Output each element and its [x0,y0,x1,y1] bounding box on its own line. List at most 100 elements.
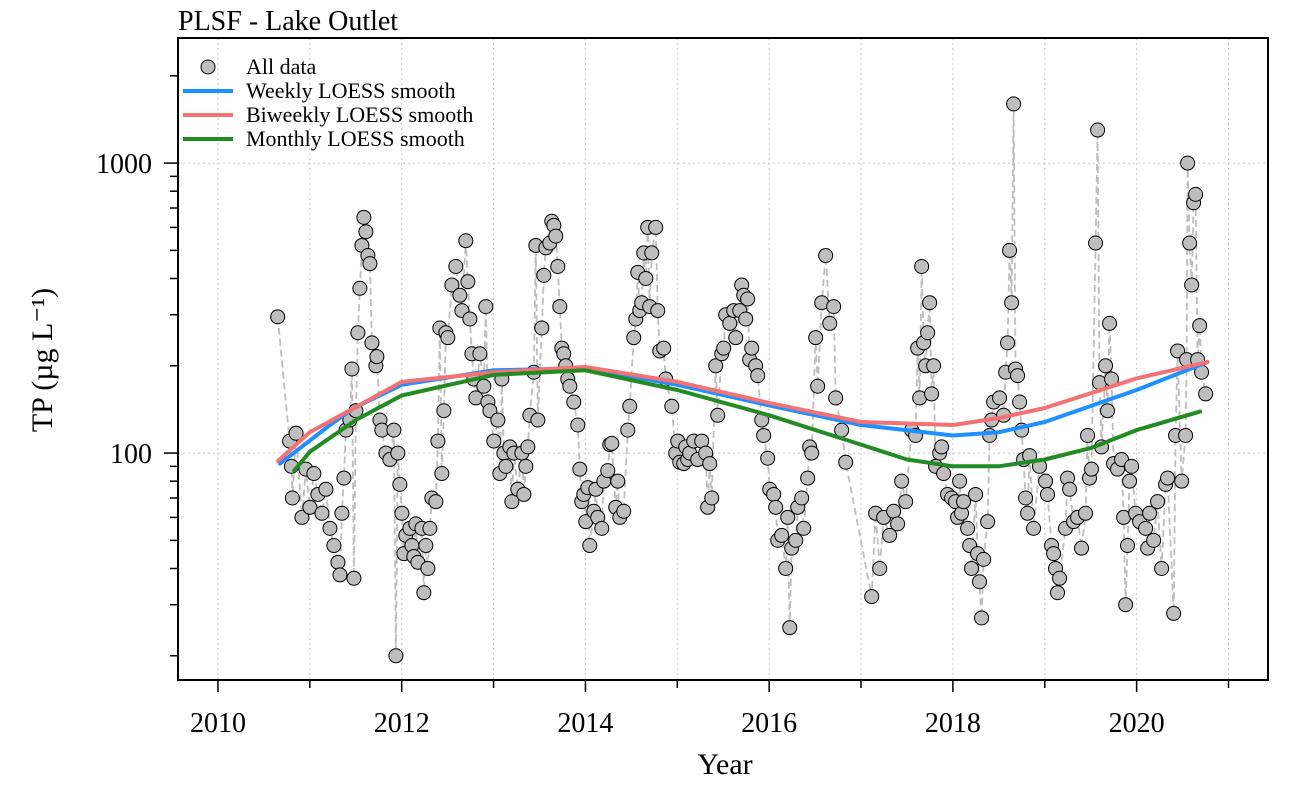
data-point [722,315,738,331]
data-point [936,466,952,482]
data-point [1120,538,1136,554]
data-point [462,311,478,327]
data-point [534,320,550,336]
data-point [416,585,432,601]
data-point [604,435,620,451]
chart-title: PLSF - Lake Outlet [178,6,398,37]
data-point [620,422,636,438]
data-point [838,454,854,470]
data-point [1088,235,1104,251]
x-tick-label: 2012 [374,708,430,739]
data-point [702,456,718,472]
data-point [968,486,984,502]
data-point [434,466,450,482]
data-point [302,499,318,515]
y-tick-label: 100 [110,439,152,470]
data-point [1000,335,1016,351]
data-point [1122,473,1138,489]
data-point [318,481,334,497]
data-point [1062,481,1078,497]
data-point [1038,473,1054,489]
data-point [886,503,902,519]
data-point [582,538,598,554]
data-point [708,358,724,374]
data-point [1188,186,1204,202]
y-axis-label: TP (µg L⁻¹) [26,288,59,432]
data-point [1150,494,1166,510]
data-point [952,473,968,489]
data-point [650,303,666,319]
data-point [356,209,372,225]
data-point [1046,546,1062,562]
data-point [550,258,566,274]
data-point [536,267,552,283]
data-point [960,520,976,536]
plot-frame [177,37,1269,681]
data-point [1178,427,1194,443]
data-point [566,394,582,410]
data-point [386,422,402,438]
data-point [1124,458,1140,474]
data-point [306,466,322,482]
data-point [476,378,492,394]
data-point [1002,242,1018,258]
data-point [364,335,380,351]
data-point [760,450,776,466]
data-point [1026,520,1042,536]
data-point [1074,540,1090,556]
data-point [804,445,820,461]
data-point [270,309,286,325]
data-point [322,520,338,536]
data-point [498,458,514,474]
data-point [516,486,532,502]
data-point [934,439,950,455]
data-point [740,291,756,307]
data-point [976,551,992,567]
smooth-line [276,360,1210,463]
data-point [872,560,888,576]
data-point [704,490,720,506]
data-point [1010,368,1026,384]
data-point [594,520,610,536]
data-point [728,330,744,346]
data-point [920,325,936,341]
data-point [344,361,360,377]
data-point [288,425,304,441]
data-point [430,433,446,449]
data-point [352,280,368,296]
data-point [1138,520,1154,536]
data-point [778,560,794,576]
data-point [1090,122,1106,138]
legend-label: Monthly LOESS smooth [246,126,465,151]
data-point [710,407,726,423]
data-point [422,520,438,536]
legend-label: Biweekly LOESS smooth [246,102,473,127]
legend-label: Weekly LOESS smooth [246,78,456,103]
data-point [774,527,790,543]
data-point [358,224,374,240]
data-point [478,299,494,315]
data-point [1080,427,1096,443]
data-point [504,494,520,510]
x-tick-label: 2014 [557,708,613,739]
data-point [518,458,534,474]
data-point [1166,605,1182,621]
data-point [1170,343,1186,359]
data-point [1018,490,1034,506]
legend-marker [200,59,216,75]
data-point [362,256,378,272]
data-point [458,233,474,249]
data-point [1184,277,1200,293]
data-point [548,228,564,244]
data-point [394,505,410,521]
data-point [440,330,456,346]
data-point [1098,358,1114,374]
data-point [782,620,798,636]
data-point [334,505,350,521]
data-point [622,398,638,414]
data-point [1182,235,1198,251]
data-point [638,270,654,286]
data-point [972,574,988,590]
